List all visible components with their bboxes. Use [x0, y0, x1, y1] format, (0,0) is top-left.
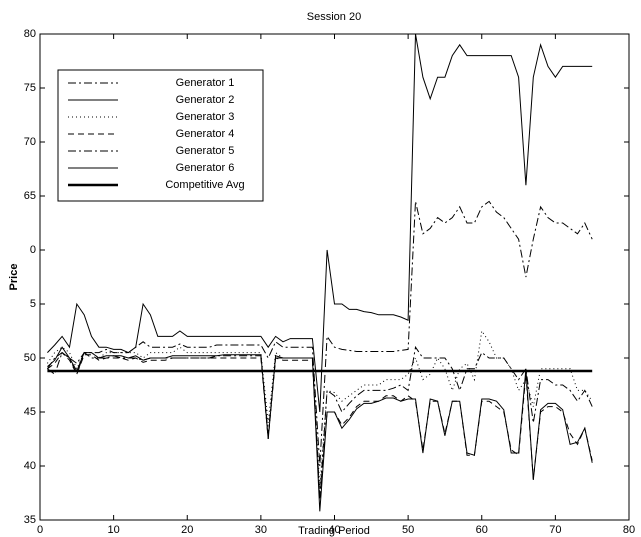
legend-label: Generator 3	[176, 111, 235, 123]
legend-label: Generator 1	[176, 77, 235, 89]
series-line	[47, 346, 593, 512]
legend-label: Competitive Avg	[165, 179, 244, 191]
x-tick-label: 70	[549, 524, 561, 536]
series-line	[47, 33, 593, 413]
x-tick-label: 20	[181, 524, 193, 536]
y-tick-label: 35	[24, 514, 36, 526]
legend-label: Generator 4	[176, 128, 235, 140]
series-line	[47, 351, 593, 499]
y-tick-label: 0	[30, 244, 36, 256]
x-tick-label: 10	[108, 524, 120, 536]
x-tick-label: 50	[402, 524, 414, 536]
y-tick-label: 45	[24, 406, 36, 418]
y-axis-label: Price	[8, 264, 20, 291]
plot-frame	[39, 33, 630, 521]
x-tick-label: 0	[37, 524, 43, 536]
legend-label: Generator 5	[176, 145, 235, 157]
legend-box	[57, 69, 264, 202]
x-tick-label: 30	[255, 524, 267, 536]
y-tick-label: 50	[24, 352, 36, 364]
legend-label: Generator 6	[176, 162, 235, 174]
x-axis-label: Trading Period	[298, 525, 370, 537]
y-tick-label: 70	[24, 136, 36, 148]
y-tick-label: 80	[24, 28, 36, 40]
y-tick-label: 65	[24, 190, 36, 202]
legend-label: Generator 2	[176, 94, 235, 106]
x-tick-label: 40	[328, 524, 340, 536]
x-tick-label: 60	[476, 524, 488, 536]
y-tick-label: 5	[30, 298, 36, 310]
x-tick-label: 80	[623, 524, 635, 536]
series-line	[47, 345, 593, 499]
series-line	[46, 200, 593, 467]
y-tick-label: 40	[24, 460, 36, 472]
y-tick-label: 75	[24, 82, 36, 94]
chart-title: Session 20	[307, 11, 361, 23]
